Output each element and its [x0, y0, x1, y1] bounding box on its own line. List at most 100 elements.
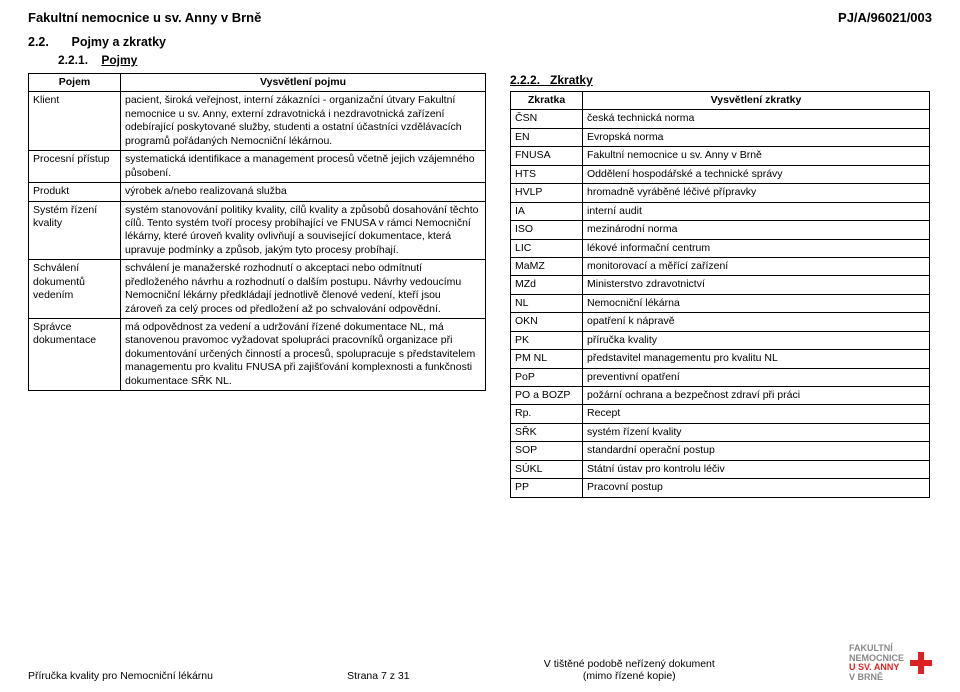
term-cell: Schválení dokumentů vedením [29, 260, 121, 319]
abbrev-cell: PP [511, 479, 583, 497]
abbrev-cell: EN [511, 128, 583, 146]
table-row: PPPracovní postup [511, 479, 930, 497]
table-head-row: Zkratka Vysvětlení zkratky [511, 92, 930, 110]
footer-right: V tištěné podobě neřízený dokument (mimo… [544, 658, 715, 682]
terms-col-pojem: Pojem [29, 74, 121, 92]
section-2-2-2: 2.2.2. Zkratky [510, 73, 930, 87]
terms-table: Pojem Vysvětlení pojmu Klientpacient, ši… [28, 73, 486, 391]
meaning-cell: Oddělení hospodářské a technické správy [583, 165, 930, 183]
meaning-cell: Pracovní postup [583, 479, 930, 497]
abbrev-cell: HVLP [511, 184, 583, 202]
page-header: Fakultní nemocnice u sv. Anny v Brně PJ/… [28, 10, 932, 25]
abbrev-cell: OKN [511, 313, 583, 331]
term-cell: Procesní přístup [29, 151, 121, 183]
abbrev-cell: HTS [511, 165, 583, 183]
table-row: Schválení dokumentů vedenímschválení je … [29, 260, 486, 319]
cross-icon [910, 652, 932, 674]
right-column: 2.2.2. Zkratky Zkratka Vysvětlení zkratk… [510, 73, 930, 498]
abbrev-cell: IA [511, 202, 583, 220]
table-row: PKpříručka kvality [511, 331, 930, 349]
table-row: SOPstandardní operační postup [511, 442, 930, 460]
term-cell: Správce dokumentace [29, 319, 121, 391]
table-row: PM NLpředstavitel managementu pro kvalit… [511, 350, 930, 368]
table-row: Procesní přístupsystematická identifikac… [29, 151, 486, 183]
term-cell: Produkt [29, 183, 121, 201]
header-right: PJ/A/96021/003 [838, 10, 932, 25]
meaning-cell: Státní ústav pro kontrolu léčiv [583, 460, 930, 478]
table-row: Systém řízení kvalitysystém stanovování … [29, 201, 486, 260]
table-row: Klientpacient, široká veřejnost, interní… [29, 92, 486, 151]
abbrev-cell: MaMZ [511, 257, 583, 275]
abbrev-cell: PoP [511, 368, 583, 386]
abbrev-cell: ČSN [511, 110, 583, 128]
meaning-cell: hromadně vyráběné léčivé přípravky [583, 184, 930, 202]
abbrev-cell: PO a BOZP [511, 387, 583, 405]
table-row: FNUSAFakultní nemocnice u sv. Anny v Brn… [511, 147, 930, 165]
table-row: IAinterní audit [511, 202, 930, 220]
footer-right-line1: V tištěné podobě neřízený dokument [544, 658, 715, 670]
meaning-cell: představitel managementu pro kvalitu NL [583, 350, 930, 368]
section-2-2-2-num: 2.2.2. [510, 73, 540, 87]
section-2-2-1-title: Pojmy [101, 53, 137, 67]
definition-cell: má odpovědnost za vedení a udržování říz… [121, 319, 486, 391]
abbrev-cell: SÚKL [511, 460, 583, 478]
section-2-2: 2.2. Pojmy a zkratky [28, 35, 932, 49]
abbrev-col-zkratka: Zkratka [511, 92, 583, 110]
section-2-2-num: 2.2. [28, 35, 68, 49]
abbrev-cell: MZd [511, 276, 583, 294]
meaning-cell: preventivní opatření [583, 368, 930, 386]
meaning-cell: monitorovací a měřící zařízení [583, 257, 930, 275]
table-row: ENEvropská norma [511, 128, 930, 146]
meaning-cell: standardní operační postup [583, 442, 930, 460]
meaning-cell: systém řízení kvality [583, 423, 930, 441]
table-row: SÚKLStátní ústav pro kontrolu léčiv [511, 460, 930, 478]
table-row: LIClékové informační centrum [511, 239, 930, 257]
table-row: Produktvýrobek a/nebo realizovaná služba [29, 183, 486, 201]
table-row: Rp.Recept [511, 405, 930, 423]
abbrev-cell: LIC [511, 239, 583, 257]
meaning-cell: příručka kvality [583, 331, 930, 349]
abbrev-cell: FNUSA [511, 147, 583, 165]
table-row: PO a BOZPpožární ochrana a bezpečnost zd… [511, 387, 930, 405]
meaning-cell: Ministerstvo zdravotnictví [583, 276, 930, 294]
meaning-cell: Recept [583, 405, 930, 423]
abbrev-cell: PK [511, 331, 583, 349]
table-row: Správce dokumentacemá odpovědnost za ved… [29, 319, 486, 391]
table-row: ISOmezinárodní norma [511, 221, 930, 239]
hospital-logo: FAKULTNÍ NEMOCNICE U SV. ANNY V BRNĚ [849, 644, 932, 682]
logo-text: FAKULTNÍ NEMOCNICE U SV. ANNY V BRNĚ [849, 644, 904, 682]
table-row: PoPpreventivní opatření [511, 368, 930, 386]
meaning-cell: požární ochrana a bezpečnost zdraví při … [583, 387, 930, 405]
footer-right-line2: (mimo řízené kopie) [583, 670, 676, 682]
table-head-row: Pojem Vysvětlení pojmu [29, 74, 486, 92]
abbrev-col-vysvetleni: Vysvětlení zkratky [583, 92, 930, 110]
definition-cell: výrobek a/nebo realizovaná služba [121, 183, 486, 201]
meaning-cell: lékové informační centrum [583, 239, 930, 257]
definition-cell: systematická identifikace a management p… [121, 151, 486, 183]
meaning-cell: mezinárodní norma [583, 221, 930, 239]
definition-cell: systém stanovování politiky kvality, cíl… [121, 201, 486, 260]
page-footer: Příručka kvality pro Nemocniční lékárnu … [28, 644, 932, 682]
abbrev-table: Zkratka Vysvětlení zkratky ČSNčeská tech… [510, 91, 930, 498]
table-row: NLNemocniční lékárna [511, 294, 930, 312]
definition-cell: pacient, široká veřejnost, interní zákaz… [121, 92, 486, 151]
table-row: HTSOddělení hospodářské a technické sprá… [511, 165, 930, 183]
meaning-cell: česká technická norma [583, 110, 930, 128]
section-2-2-title: Pojmy a zkratky [71, 35, 166, 49]
term-cell: Systém řízení kvality [29, 201, 121, 260]
table-row: SŘKsystém řízení kvality [511, 423, 930, 441]
abbrev-cell: SŘK [511, 423, 583, 441]
header-left: Fakultní nemocnice u sv. Anny v Brně [28, 10, 261, 25]
section-2-2-1-num: 2.2.1. [58, 53, 98, 67]
left-column: Pojem Vysvětlení pojmu Klientpacient, ši… [28, 73, 486, 498]
footer-page-number: Strana 7 z 31 [347, 670, 409, 682]
abbrev-cell: NL [511, 294, 583, 312]
terms-col-vysvetleni: Vysvětlení pojmu [121, 74, 486, 92]
term-cell: Klient [29, 92, 121, 151]
section-2-2-1: 2.2.1. Pojmy [58, 53, 932, 67]
table-row: OKNopatření k nápravě [511, 313, 930, 331]
abbrev-cell: PM NL [511, 350, 583, 368]
definition-cell: schválení je manažerské rozhodnutí o akc… [121, 260, 486, 319]
meaning-cell: Nemocniční lékárna [583, 294, 930, 312]
table-row: ČSNčeská technická norma [511, 110, 930, 128]
